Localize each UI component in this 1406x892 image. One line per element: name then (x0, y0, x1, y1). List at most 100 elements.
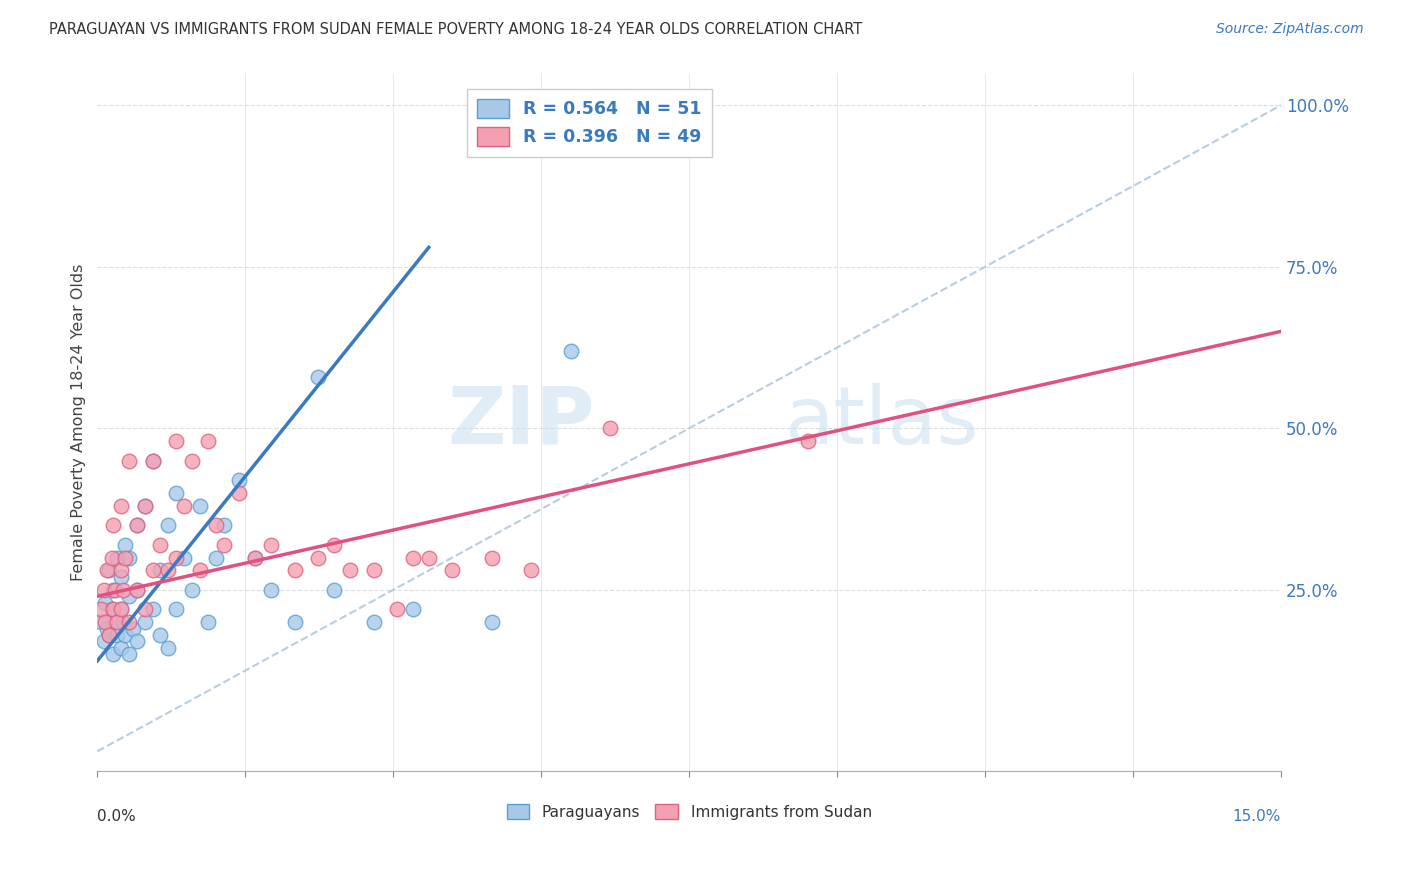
Point (142, 453, 165, 467)
Text: PARAGUAYAN VS IMMIGRANTS FROM SUDAN FEMALE POVERTY AMONG 18-24 YEAR OLDS CORRELA: PARAGUAYAN VS IMMIGRANTS FROM SUDAN FEMA… (49, 22, 862, 37)
Point (90, 615, 112, 629)
Point (111, 615, 134, 629)
Point (98, 628, 121, 642)
Point (204, 518, 226, 533)
Point (284, 615, 307, 629)
Point (114, 538, 136, 552)
Point (212, 538, 235, 552)
Point (165, 550, 187, 565)
Point (599, 421, 621, 435)
Point (402, 602, 425, 616)
Point (149, 538, 172, 552)
Point (212, 518, 235, 533)
Point (307, 369, 329, 384)
Point (363, 563, 385, 577)
Point (125, 518, 148, 533)
Point (110, 602, 132, 616)
Point (121, 622, 143, 636)
Point (104, 582, 127, 597)
Point (90, 602, 112, 616)
Point (142, 563, 165, 577)
Point (560, 343, 582, 358)
Point (173, 550, 195, 565)
Point (125, 518, 148, 533)
Point (101, 582, 124, 597)
Point (105, 628, 128, 642)
Text: atlas: atlas (783, 383, 979, 461)
Point (118, 648, 141, 662)
Point (149, 563, 172, 577)
Point (94, 596, 117, 610)
Point (363, 615, 385, 629)
Point (118, 550, 141, 565)
Point (284, 563, 307, 577)
Point (243, 550, 266, 565)
Point (339, 563, 361, 577)
Point (101, 602, 124, 616)
Point (323, 538, 346, 552)
Point (110, 563, 132, 577)
Point (197, 434, 219, 449)
Point (104, 615, 127, 629)
Point (111, 582, 134, 597)
Point (93, 582, 115, 597)
Point (125, 582, 148, 597)
Point (96, 563, 118, 577)
Point (134, 602, 156, 616)
Point (98, 628, 121, 642)
Legend: R = 0.564   N = 51, R = 0.396   N = 49: R = 0.564 N = 51, R = 0.396 N = 49 (467, 88, 711, 157)
Point (260, 582, 283, 597)
Point (188, 499, 211, 513)
Point (100, 602, 122, 616)
Point (402, 550, 425, 565)
Point (118, 615, 141, 629)
Point (228, 486, 250, 500)
Point (188, 563, 211, 577)
Point (157, 518, 180, 533)
Point (125, 582, 148, 597)
Point (157, 563, 180, 577)
Point (101, 648, 124, 662)
Point (204, 550, 226, 565)
Text: Source: ZipAtlas.com: Source: ZipAtlas.com (1216, 22, 1364, 37)
Point (387, 602, 409, 616)
Point (93, 634, 115, 648)
Point (96, 622, 118, 636)
Point (165, 486, 187, 500)
Point (100, 550, 122, 565)
Point (441, 563, 464, 577)
Point (101, 518, 124, 533)
Point (197, 615, 219, 629)
Point (165, 602, 187, 616)
Point (157, 640, 180, 655)
Point (173, 499, 195, 513)
Point (114, 550, 136, 565)
Point (98, 563, 121, 577)
Point (94, 615, 117, 629)
Point (105, 550, 128, 565)
Point (520, 563, 543, 577)
Point (114, 628, 136, 642)
Point (181, 582, 204, 597)
Point (125, 634, 148, 648)
Text: ZIP: ZIP (447, 383, 595, 461)
Text: 0.0%: 0.0% (97, 809, 136, 824)
Point (228, 473, 250, 487)
Point (418, 550, 440, 565)
Point (134, 499, 156, 513)
Point (149, 628, 172, 642)
Point (110, 640, 132, 655)
Point (260, 538, 283, 552)
Point (142, 602, 165, 616)
Point (110, 602, 132, 616)
Point (323, 582, 346, 597)
Point (118, 589, 141, 603)
Point (110, 499, 132, 513)
Point (481, 550, 503, 565)
Text: 15.0%: 15.0% (1233, 809, 1281, 824)
Point (307, 550, 329, 565)
Point (134, 615, 156, 629)
Point (165, 434, 187, 449)
Point (134, 499, 156, 513)
Point (110, 570, 132, 584)
